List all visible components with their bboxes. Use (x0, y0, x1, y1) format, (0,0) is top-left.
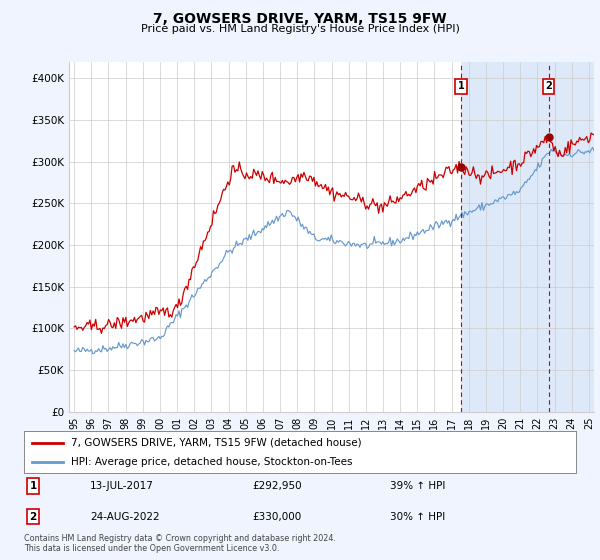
Text: 2: 2 (29, 512, 37, 522)
Bar (461, 62, 594, 412)
Text: 1: 1 (29, 481, 37, 491)
Text: £292,950: £292,950 (252, 481, 302, 491)
Text: Contains HM Land Registry data © Crown copyright and database right 2024.
This d: Contains HM Land Registry data © Crown c… (24, 534, 336, 553)
Text: 7, GOWSERS DRIVE, YARM, TS15 9FW: 7, GOWSERS DRIVE, YARM, TS15 9FW (153, 12, 447, 26)
Text: 39% ↑ HPI: 39% ↑ HPI (390, 481, 445, 491)
Text: 2: 2 (545, 81, 552, 91)
Text: 1: 1 (457, 81, 464, 91)
Text: 30% ↑ HPI: 30% ↑ HPI (390, 512, 445, 522)
Text: £330,000: £330,000 (252, 512, 301, 522)
Text: 24-AUG-2022: 24-AUG-2022 (90, 512, 160, 522)
Text: 13-JUL-2017: 13-JUL-2017 (90, 481, 154, 491)
Text: 7, GOWSERS DRIVE, YARM, TS15 9FW (detached house): 7, GOWSERS DRIVE, YARM, TS15 9FW (detach… (71, 438, 362, 448)
Text: HPI: Average price, detached house, Stockton-on-Tees: HPI: Average price, detached house, Stoc… (71, 458, 352, 467)
Text: Price paid vs. HM Land Registry's House Price Index (HPI): Price paid vs. HM Land Registry's House … (140, 24, 460, 34)
